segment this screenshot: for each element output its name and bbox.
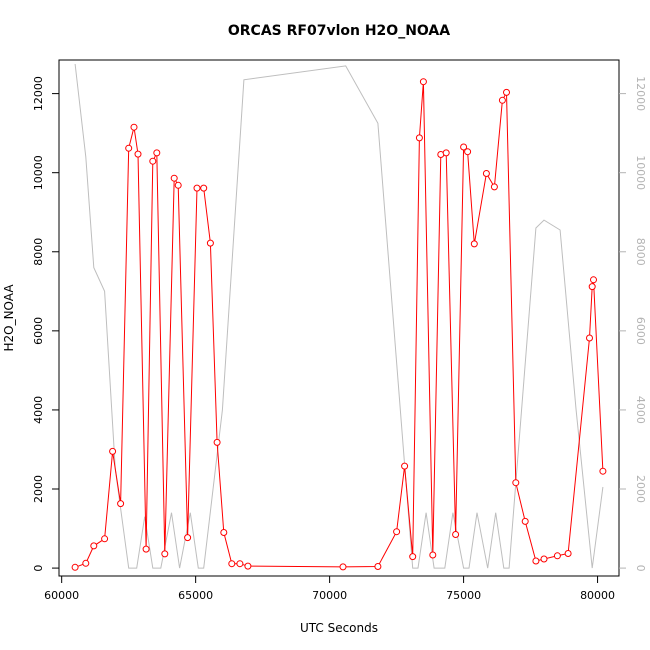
- data-point: [71, 563, 79, 571]
- data-point: [599, 467, 607, 475]
- y-tick-label-6: 12000: [32, 76, 45, 111]
- plot-frame: [58, 59, 620, 577]
- series-line-h2o-noaa: [74, 81, 604, 568]
- data-point: [521, 517, 529, 525]
- y2-tick-label-3: 6000: [634, 317, 647, 345]
- data-point: [170, 174, 178, 182]
- data-point: [82, 559, 90, 567]
- data-point: [109, 447, 117, 455]
- data-point: [130, 123, 138, 131]
- data-point: [482, 170, 490, 177]
- data-point: [193, 184, 201, 192]
- data-point: [213, 438, 221, 446]
- series-line-vlon: [74, 63, 604, 569]
- data-point: [409, 553, 417, 561]
- data-point: [174, 181, 182, 189]
- data-point: [236, 560, 244, 568]
- data-point: [540, 555, 548, 563]
- data-point: [374, 563, 382, 570]
- data-point: [460, 143, 468, 151]
- y2-tick-label-4: 8000: [634, 238, 647, 266]
- data-point: [590, 276, 597, 284]
- x-tick-label-2: 70000: [312, 589, 347, 602]
- y2-tick-label-6: 12000: [634, 76, 647, 111]
- data-point: [401, 462, 409, 470]
- data-point: [512, 479, 520, 487]
- y-tick-label-2: 4000: [32, 396, 45, 424]
- y-tick-label-4: 8000: [32, 238, 45, 266]
- data-point: [442, 149, 450, 157]
- data-point: [498, 96, 506, 104]
- data-point: [184, 534, 192, 542]
- data-point: [101, 535, 109, 543]
- data-point: [339, 563, 347, 571]
- data-point: [117, 500, 125, 508]
- data-point: [490, 183, 498, 191]
- data-point: [429, 551, 437, 559]
- y-tick-label-0: 0: [32, 565, 45, 572]
- x-tick-label-3: 75000: [446, 589, 481, 602]
- data-point: [153, 149, 161, 157]
- data-point: [586, 334, 593, 342]
- data-point: [553, 552, 561, 560]
- data-point: [200, 184, 208, 192]
- series-layer: [71, 63, 607, 571]
- y2-tick-label-5: 10000: [634, 155, 647, 190]
- x-tick-label-1: 65000: [178, 589, 213, 602]
- data-point: [464, 148, 472, 156]
- data-point: [503, 88, 510, 96]
- data-point: [161, 550, 169, 558]
- data-point: [588, 283, 596, 291]
- data-point: [415, 134, 423, 142]
- data-point: [419, 78, 427, 86]
- x-axis: 60000 65000 70000 75000 80000: [44, 576, 615, 602]
- y-axis-right: 0 2000 4000 6000 8000 10000 12000: [619, 76, 647, 572]
- x-tick-label-0: 60000: [44, 589, 79, 602]
- data-point: [149, 157, 157, 165]
- data-point: [564, 550, 572, 557]
- y2-tick-label-1: 2000: [634, 475, 647, 503]
- data-point: [125, 144, 133, 152]
- data-point: [393, 528, 401, 536]
- x-axis-label: UTC Seconds: [300, 621, 378, 635]
- data-point: [206, 239, 214, 247]
- y-tick-label-3: 6000: [32, 317, 45, 345]
- x-tick-label-4: 80000: [580, 589, 615, 602]
- y-axis-label: H2O_NOAA: [2, 284, 16, 352]
- y2-tick-label-0: 0: [634, 565, 647, 572]
- chart-title: ORCAS RF07vlon H2O_NOAA: [228, 23, 450, 39]
- data-point: [220, 529, 228, 536]
- data-point: [470, 240, 478, 248]
- data-point: [134, 150, 142, 158]
- y-tick-label-5: 10000: [32, 155, 45, 190]
- data-point: [90, 542, 98, 550]
- data-point: [228, 560, 236, 568]
- data-point: [452, 531, 460, 538]
- y-tick-label-1: 2000: [32, 475, 45, 503]
- data-point: [532, 557, 540, 565]
- data-point: [142, 545, 150, 553]
- data-point: [244, 562, 252, 570]
- y2-tick-label-2: 4000: [634, 396, 647, 424]
- y-axis: 0 2000 4000 6000 8000 10000 12000: [32, 76, 59, 572]
